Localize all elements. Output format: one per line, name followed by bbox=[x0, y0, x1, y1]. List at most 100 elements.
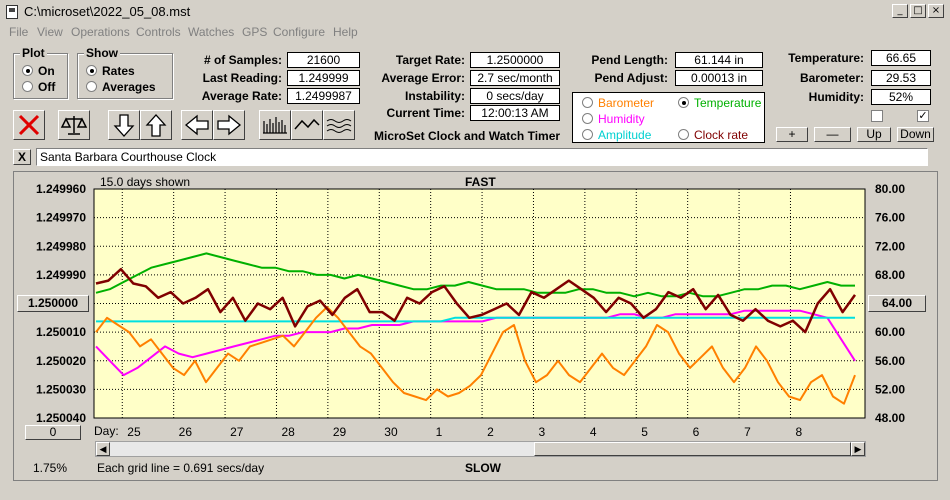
temperature-series-label: Temperature bbox=[694, 96, 762, 110]
radio-off-indicator bbox=[86, 81, 97, 92]
instability-label: Instability: bbox=[404, 89, 465, 103]
x-tick-label: 3 bbox=[538, 425, 545, 439]
samples-label: # of Samples: bbox=[203, 53, 282, 67]
balance-button[interactable] bbox=[58, 110, 90, 140]
left-axis-tick: 1.250010 bbox=[36, 325, 86, 339]
humidity-label: Humidity: bbox=[808, 90, 864, 104]
menu-controls[interactable]: Controls bbox=[136, 25, 181, 39]
scroll-left-arrow-icon[interactable]: ◀ bbox=[96, 442, 110, 456]
line-graph-icon bbox=[294, 118, 320, 130]
show-averages-label: Averages bbox=[102, 80, 156, 94]
decrease-button[interactable]: — bbox=[814, 127, 851, 142]
average-rate-label: Average Rate: bbox=[201, 89, 282, 103]
radio-off-indicator bbox=[22, 81, 33, 92]
waves-view-button[interactable] bbox=[323, 110, 355, 140]
stop-button[interactable] bbox=[13, 110, 45, 140]
bars-view-button[interactable] bbox=[259, 110, 291, 140]
average-error-value: 2.7 sec/month bbox=[470, 70, 560, 86]
bar-graph-icon bbox=[263, 117, 287, 134]
slow-label: SLOW bbox=[465, 461, 501, 475]
window-title: C:\microset\2022_05_08.mst bbox=[24, 4, 191, 19]
down-button[interactable]: Down bbox=[897, 127, 934, 142]
left-marker-button[interactable]: 1.250000 bbox=[17, 295, 89, 312]
x-tick-label: 1 bbox=[436, 425, 443, 439]
humidity-value: 52% bbox=[871, 89, 931, 105]
red-x-icon bbox=[18, 114, 40, 136]
series-select-panel: Barometer Temperature Humidity Amplitude… bbox=[572, 92, 765, 143]
scrollbar-thumb[interactable] bbox=[534, 442, 851, 456]
day-axis-label: Day: bbox=[94, 424, 119, 438]
right-arrow-button[interactable] bbox=[213, 110, 245, 140]
series-line-amplitude bbox=[96, 316, 855, 323]
x-tick-label: 6 bbox=[693, 425, 700, 439]
up-button[interactable]: Up bbox=[857, 127, 891, 142]
series-line-barometer bbox=[95, 306, 856, 405]
show-group-title: Show bbox=[84, 46, 120, 60]
show-rates-label: Rates bbox=[102, 64, 135, 78]
menu-gps[interactable]: GPS bbox=[242, 25, 268, 39]
pend-length-value: 61.144 in bbox=[675, 52, 763, 68]
x-tick-label: 2 bbox=[487, 425, 494, 439]
menu-help[interactable]: Help bbox=[333, 25, 358, 39]
pend-adjust-label: Pend Adjust: bbox=[594, 71, 668, 85]
average-error-label: Average Error: bbox=[381, 71, 465, 85]
plot-group: Plot On Off bbox=[13, 46, 68, 99]
clear-name-button[interactable]: X bbox=[13, 149, 31, 165]
x-tick-label: 25 bbox=[127, 425, 141, 439]
x-tick-label: 8 bbox=[795, 425, 802, 439]
days-shown-label: 15.0 days shown bbox=[100, 175, 191, 189]
up-arrow-button[interactable] bbox=[140, 110, 172, 140]
title-bar: C:\microset\2022_05_08.mst _ □ × bbox=[0, 0, 950, 24]
temperature-label: Temperature: bbox=[788, 51, 864, 65]
line-view-button[interactable] bbox=[291, 110, 323, 140]
amplitude-series-label: Amplitude bbox=[598, 128, 652, 142]
barometer-value: 29.53 bbox=[871, 70, 931, 86]
instability-value: 0 secs/day bbox=[470, 88, 560, 104]
menu-watches[interactable]: Watches bbox=[188, 25, 235, 39]
maximize-button[interactable]: □ bbox=[910, 4, 926, 18]
x-tick-label: 5 bbox=[641, 425, 648, 439]
menu-view[interactable]: View bbox=[37, 25, 63, 39]
right-axis-tick: 48.00 bbox=[875, 411, 905, 425]
menu-operations[interactable]: Operations bbox=[71, 25, 130, 39]
current-time-value: 12:00:13 AM bbox=[470, 105, 560, 121]
radio-on-indicator bbox=[86, 65, 97, 76]
menu-bar: File View Operations Controls Watches GP… bbox=[0, 24, 950, 42]
close-button[interactable]: × bbox=[928, 4, 944, 18]
clockrate-series-label: Clock rate bbox=[694, 128, 749, 142]
pend-adjust-value: 0.00013 in bbox=[675, 70, 763, 86]
x-tick-label: 27 bbox=[230, 425, 244, 439]
barometer-series-label: Barometer bbox=[598, 96, 655, 110]
arrow-up-icon bbox=[145, 114, 167, 137]
left-axis-tick: 1.250030 bbox=[36, 382, 86, 396]
right-marker-button[interactable]: 64.00 bbox=[868, 295, 926, 312]
x-tick-label: 29 bbox=[333, 425, 347, 439]
horizontal-scrollbar[interactable]: ◀ ▶ bbox=[95, 441, 866, 457]
barometer-label: Barometer: bbox=[799, 71, 864, 85]
right-axis-tick: 68.00 bbox=[875, 268, 905, 282]
left-axis-tick: 1.250040 bbox=[36, 411, 86, 425]
position-button[interactable]: 0 bbox=[25, 425, 81, 440]
right-checkbox[interactable]: ✓ bbox=[917, 110, 929, 122]
menu-configure[interactable]: Configure bbox=[273, 25, 326, 39]
right-axis-tick: 56.00 bbox=[875, 354, 905, 368]
humidity-series-label: Humidity bbox=[598, 112, 645, 126]
balance-scale-icon bbox=[60, 116, 88, 135]
average-rate-value: 1.2499987 bbox=[287, 88, 360, 104]
left-checkbox[interactable] bbox=[871, 110, 883, 122]
series-line-temperature bbox=[95, 252, 855, 298]
minimize-button[interactable]: _ bbox=[892, 4, 908, 18]
plot-off-label: Off bbox=[38, 80, 56, 94]
target-rate-value: 1.2500000 bbox=[470, 52, 560, 68]
down-arrow-button[interactable] bbox=[108, 110, 140, 140]
last-reading-value: 1.249999 bbox=[287, 70, 360, 86]
left-arrow-button[interactable] bbox=[181, 110, 213, 140]
clock-name-input[interactable]: Santa Barbara Courthouse Clock bbox=[36, 148, 928, 166]
plot-panel: 25 26 27 28 29 30 1 2 3 4 5 6 7 8 1.249960 80.00 1.24997… bbox=[13, 171, 938, 481]
menu-file[interactable]: File bbox=[9, 25, 29, 39]
x-tick-label: 28 bbox=[281, 425, 295, 439]
increase-button[interactable]: + bbox=[776, 127, 808, 142]
pend-length-label: Pend Length: bbox=[591, 53, 668, 67]
fast-label: FAST bbox=[465, 175, 496, 189]
scroll-right-arrow-icon[interactable]: ▶ bbox=[851, 442, 865, 456]
